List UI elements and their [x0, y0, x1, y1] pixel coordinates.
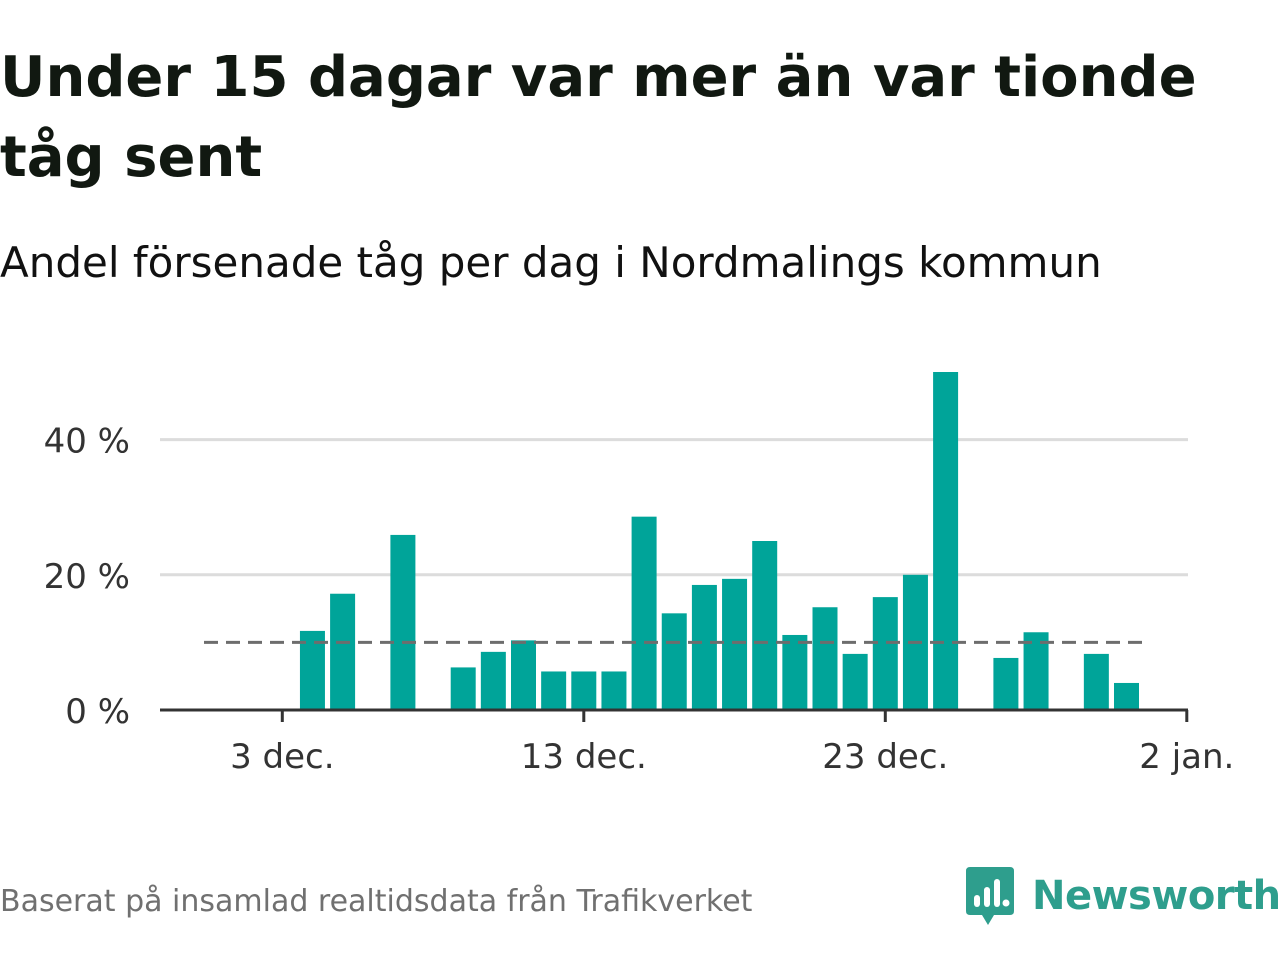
bar-18-dec — [722, 578, 748, 710]
bar-chart: 0 % 20 % 40 % 3 dec. 13 dec. 23 dec. 2 jan. — [44, 372, 1234, 777]
bar-15-dec — [631, 516, 657, 710]
x-tick-label: 3 dec. — [230, 737, 334, 777]
source-note: Baserat på insamlad realtidsdata från Tr… — [0, 884, 753, 919]
x-tick-label: 13 dec. — [521, 737, 647, 777]
bar-30-dec — [1083, 653, 1109, 710]
y-tick-label: 20 % — [44, 557, 130, 597]
bar-16-dec — [661, 613, 687, 710]
bar-14-dec — [601, 671, 627, 710]
bar-31-dec — [1114, 682, 1139, 710]
bar-27-dec — [993, 657, 1019, 710]
brand-name: Newsworthy — [1032, 873, 1280, 919]
x-tick-label: 23 dec. — [822, 737, 948, 777]
bar-23-dec — [872, 597, 898, 710]
bar-20-dec — [782, 634, 808, 710]
bar-10-dec — [480, 651, 506, 710]
y-tick-label: 0 % — [65, 692, 130, 732]
bar-28-dec — [1023, 632, 1049, 710]
bar-11-dec — [511, 640, 536, 710]
brand-logo[interactable]: Newsworthy — [964, 864, 1280, 928]
bar-22-dec — [842, 653, 868, 710]
bar-12-dec — [541, 671, 567, 710]
bar-19-dec — [752, 541, 778, 710]
y-tick-label: 40 % — [44, 422, 130, 462]
bar-25-dec — [933, 372, 959, 710]
x-tick-label: 2 jan. — [1139, 737, 1234, 777]
bar-9-dec — [450, 667, 476, 710]
bar-5-dec — [330, 593, 356, 710]
bar-13-dec — [571, 671, 597, 710]
chart-title: Under 15 dagar var mer än var tionde tåg… — [0, 45, 1197, 190]
bar-7-dec — [390, 534, 416, 710]
newsworthy-logo-icon — [966, 867, 1014, 925]
bar-17-dec — [691, 584, 717, 710]
chart-subtitle: Andel försenade tåg per dag i Nordmaling… — [0, 238, 1102, 287]
bar-4-dec — [299, 630, 325, 710]
bar-21-dec — [812, 607, 838, 710]
